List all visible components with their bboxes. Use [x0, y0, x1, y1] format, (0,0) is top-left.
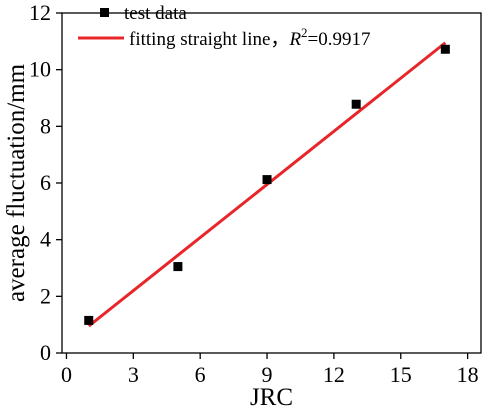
x-tick-label: 3	[128, 362, 139, 387]
x-tick-label: 18	[457, 362, 479, 387]
legend-label-r2-value: =0.9917	[308, 29, 371, 50]
y-tick-label: 2	[40, 283, 51, 308]
y-tick-label: 10	[29, 57, 51, 82]
legend-label-superscript: 2	[301, 25, 308, 40]
x-tick-label: 0	[61, 362, 72, 387]
data-point	[351, 99, 361, 109]
data-point	[84, 315, 94, 325]
x-tick-label: 6	[195, 362, 206, 387]
legend-label-fitting-line: fitting straight line，R2=0.9917	[129, 25, 371, 50]
legend-marker-test-data	[100, 8, 109, 17]
x-axis-title: JRC	[250, 384, 293, 411]
y-tick-label: 6	[40, 170, 51, 195]
fitting-line	[87, 41, 447, 328]
x-tick-label: 9	[262, 362, 273, 387]
legend: test data fitting straight line，R2=0.991…	[78, 3, 371, 50]
legend-label-fitting-prefix: fitting straight line，	[129, 29, 289, 50]
y-tick-label: 4	[40, 227, 51, 252]
y-axis-title: average fluctuation/mm	[3, 63, 30, 302]
y-tick-label: 12	[29, 0, 51, 25]
data-point	[173, 262, 183, 272]
x-tick-label: 12	[323, 362, 345, 387]
data-point	[440, 44, 450, 54]
legend-label-test-data: test data	[124, 3, 187, 24]
plot-area: 0 3 6 9 12 15 18 0 2 4 6 8 10 12	[29, 0, 482, 387]
legend-label-r: R	[288, 29, 301, 50]
x-tick-label: 15	[390, 362, 412, 387]
data-point	[262, 175, 272, 185]
y-tick-label: 0	[40, 340, 51, 365]
y-tick-label: 8	[40, 113, 51, 138]
